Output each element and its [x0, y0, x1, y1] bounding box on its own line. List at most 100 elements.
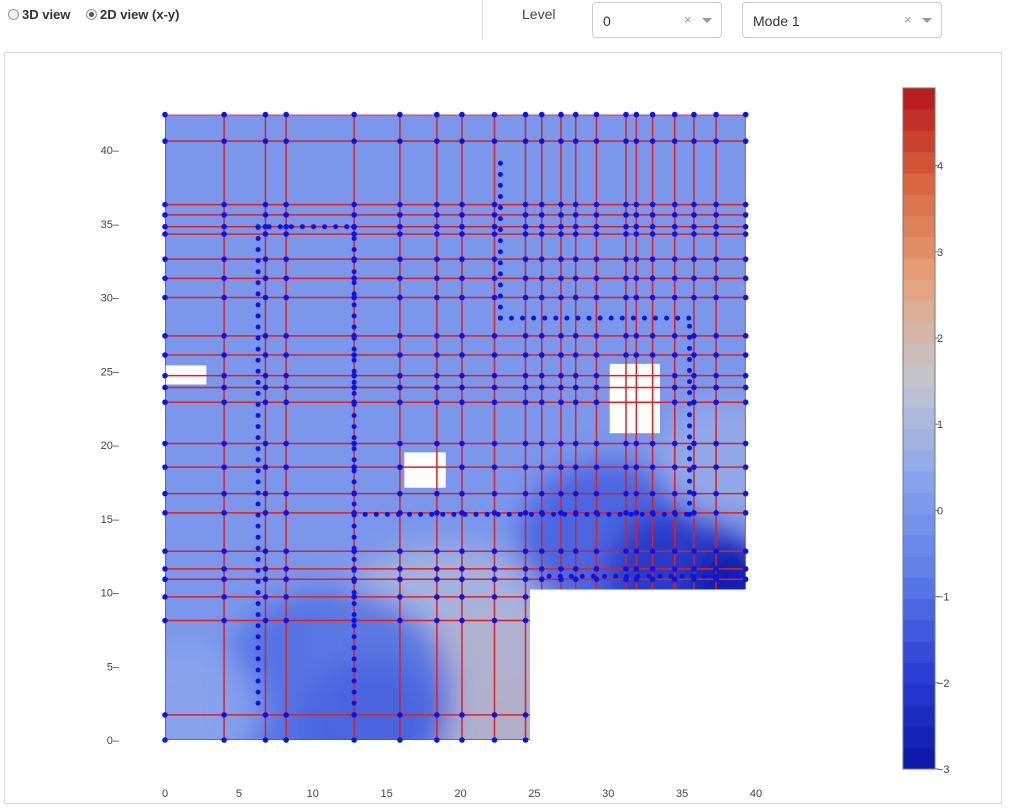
grid-node-69: [262, 231, 269, 237]
grid-node-334: [623, 566, 629, 572]
grid-node-422: [691, 256, 697, 262]
grid-node-340: [623, 352, 629, 358]
beam-node-1-1075: [351, 578, 357, 584]
beam-node-3-2255: [495, 511, 501, 517]
grid-node-407: [671, 111, 678, 118]
beam-node-5-2495: [531, 315, 537, 321]
beam-node-3-1580: [395, 511, 401, 517]
level-select[interactable]: 0 ×: [592, 2, 722, 38]
beam-node-0-1150: [255, 567, 261, 573]
grid-node-265: [538, 223, 545, 230]
grid-node-245: [522, 212, 529, 218]
beam-node-7-3200: [635, 573, 641, 579]
level-chevron-down-icon[interactable]: [702, 18, 712, 23]
grid-node-389: [671, 548, 678, 554]
grid-node-184: [459, 440, 465, 447]
grid-node-128: [397, 594, 403, 600]
mode-clear-icon[interactable]: ×: [904, 12, 912, 27]
grid-node-16: [162, 294, 168, 301]
beam-node-0-850: [255, 612, 261, 618]
beam-node-5-2795: [575, 315, 581, 321]
grid-node-348: [623, 201, 629, 208]
grid-node-349: [623, 138, 629, 144]
grid-node-387: [671, 576, 678, 583]
beam-node-0-1375: [255, 534, 261, 540]
grid-node-103: [351, 594, 357, 600]
beam-node-2-855: [288, 224, 294, 230]
grid-node-72: [262, 201, 269, 208]
mode-chevron-down-icon[interactable]: [922, 18, 932, 23]
beam-node-3-3155: [628, 511, 634, 517]
grid-node-289: [558, 138, 564, 144]
grid-node-127: [397, 617, 403, 624]
beam-node-1-325: [351, 689, 357, 695]
grid-node-442: [713, 275, 719, 282]
x-tick-label-30: 30: [602, 788, 614, 800]
grid-node-404: [671, 212, 678, 218]
beam-node-1-1225: [351, 556, 357, 562]
beam-node-1-775: [351, 623, 357, 629]
beam-node-6-1980: [687, 445, 693, 451]
x-tick-label-10: 10: [307, 788, 319, 800]
grid-node-34: [221, 464, 227, 470]
grid-node-39: [221, 352, 227, 358]
beam-node-0-2350: [255, 390, 261, 396]
beam-node-1-3025: [351, 291, 357, 297]
grid-node-94: [283, 231, 289, 237]
grid-node-357: [633, 440, 640, 447]
grid-node-164: [434, 333, 440, 339]
radio-circle-2d[interactable]: [86, 9, 97, 20]
beam-node-0-3100: [255, 280, 261, 286]
colorbar-tick-label-3: 3: [937, 247, 943, 259]
colorbar-band-8: [903, 577, 935, 600]
radio-2d-view[interactable]: 2D view (x-y): [86, 7, 179, 22]
grid-node-470: [742, 111, 749, 118]
beam-node-0-2425: [255, 379, 261, 385]
grid-node-15: [162, 333, 168, 339]
grid-node-281: [558, 333, 564, 339]
beam-node-1-1300: [351, 545, 357, 551]
grid-node-190: [459, 294, 465, 301]
y-tick-label-35: 35–: [101, 219, 120, 231]
grid-node-339: [623, 440, 629, 447]
radio-3d-view[interactable]: 3D view: [8, 7, 70, 22]
grid-node-318: [593, 440, 600, 447]
grid-node-149: [397, 111, 403, 118]
grid-node-160: [434, 399, 440, 406]
beam-node-0-1075: [255, 578, 261, 584]
level-clear-icon[interactable]: ×: [684, 12, 692, 27]
grid-node-14: [162, 352, 168, 358]
grid-node-109: [351, 464, 357, 470]
grid-node-359: [633, 333, 640, 339]
grid-node-98: [283, 138, 289, 144]
grid-node-364: [633, 223, 640, 230]
beam-node-7-3050: [613, 573, 619, 579]
grid-node-80: [283, 566, 289, 572]
beam-node-0-3250: [255, 258, 261, 264]
grid-node-82: [283, 510, 289, 516]
grid-node-77: [283, 617, 289, 624]
grid-node-345: [623, 231, 629, 237]
beam-node-6-1830: [687, 467, 693, 473]
grid-node-113: [351, 372, 357, 379]
grid-node-304: [572, 275, 579, 282]
radio-circle-3d[interactable]: [8, 9, 19, 20]
toolbar-divider: [482, 0, 483, 40]
grid-node-205: [491, 548, 498, 554]
grid-node-356: [633, 464, 640, 470]
grid-node-420: [691, 294, 697, 301]
grid-node-416: [691, 384, 697, 391]
beam-node-1-1375: [351, 534, 357, 540]
colorbar-band-28: [903, 151, 935, 174]
grid-node-259: [538, 352, 545, 358]
grid-node-143: [397, 256, 403, 262]
beam-node-3-3080: [617, 511, 623, 517]
beam-node-1-2200: [351, 413, 357, 418]
mode-select[interactable]: Mode 1 ×: [742, 2, 942, 38]
grid-node-20: [162, 223, 168, 230]
grid-node-360: [633, 294, 640, 301]
beam-node-7-2975: [602, 573, 608, 579]
beam-node-7-2750: [568, 573, 574, 579]
grid-node-462: [742, 294, 749, 301]
beam-node-0-1675: [255, 490, 261, 496]
